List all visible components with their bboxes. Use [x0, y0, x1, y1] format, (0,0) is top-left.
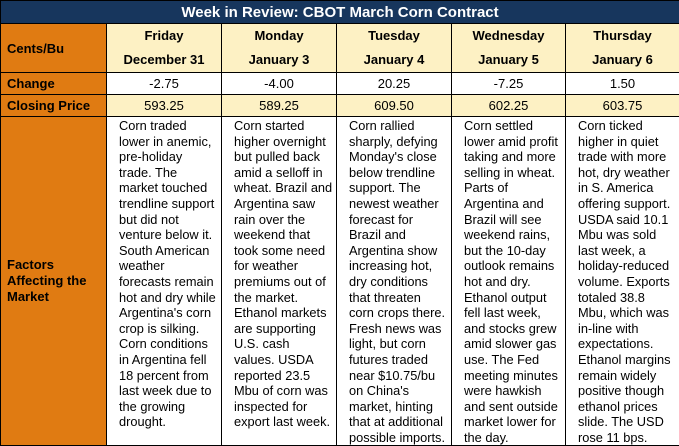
change-value: -2.75 — [107, 73, 222, 95]
closing-value: 593.25 — [107, 95, 222, 117]
factors-text: Corn started higher overnight but pulled… — [222, 117, 337, 446]
day-header-wednesday: Wednesday January 5 — [452, 24, 566, 73]
change-value: 1.50 — [566, 73, 679, 95]
date-label: January 4 — [337, 48, 451, 72]
weekday-label: Tuesday — [337, 24, 451, 48]
weekday-label: Wednesday — [452, 24, 565, 48]
table-title: Week in Review: CBOT March Corn Contract — [1, 1, 679, 24]
change-value: 20.25 — [337, 73, 452, 95]
factors-text: Corn traded lower in anemic, pre-holiday… — [107, 117, 222, 446]
date-label: January 5 — [452, 48, 565, 72]
factors-text: Corn ticked higher in quiet trade with m… — [566, 117, 679, 446]
factors-text: Corn rallied sharply, defying Monday's c… — [337, 117, 452, 446]
change-value: -7.25 — [452, 73, 566, 95]
change-row-header: Change — [1, 73, 107, 95]
closing-value: 602.25 — [452, 95, 566, 117]
day-header-tuesday: Tuesday January 4 — [337, 24, 452, 73]
unit-header: Cents/Bu — [1, 24, 107, 73]
weekday-label: Monday — [222, 24, 336, 48]
closing-row-header: Closing Price — [1, 95, 107, 117]
change-value: -4.00 — [222, 73, 337, 95]
day-header-monday: Monday January 3 — [222, 24, 337, 73]
factors-row-header: Factors Affecting the Market — [1, 117, 107, 446]
factors-row: Factors Affecting the Market Corn traded… — [1, 117, 679, 446]
closing-value: 603.75 — [566, 95, 679, 117]
day-header-friday: Friday December 31 — [107, 24, 222, 73]
date-label: January 3 — [222, 48, 336, 72]
closing-price-row: Closing Price 593.25 589.25 609.50 602.2… — [1, 95, 679, 117]
date-label: December 31 — [107, 48, 221, 72]
weekday-label: Thursday — [566, 24, 679, 48]
day-header-thursday: Thursday January 6 — [566, 24, 679, 73]
closing-value: 609.50 — [337, 95, 452, 117]
weekday-label: Friday — [107, 24, 221, 48]
closing-value: 589.25 — [222, 95, 337, 117]
factors-text: Corn settled lower amid profit taking an… — [452, 117, 566, 446]
date-label: January 6 — [566, 48, 679, 72]
change-row: Change -2.75 -4.00 20.25 -7.25 1.50 — [1, 73, 679, 95]
